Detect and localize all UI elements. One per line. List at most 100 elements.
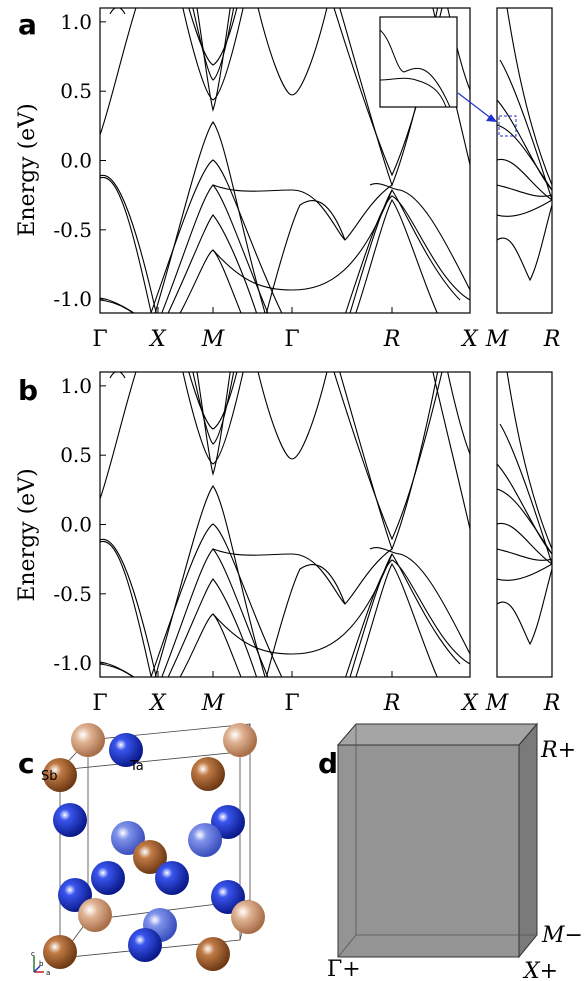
band-b-7 (150, 523, 283, 677)
x-tick-label-b: X (460, 691, 479, 716)
y-tick-label-a: 0.0 (60, 149, 92, 173)
band-a-8 (161, 184, 269, 313)
band-b-26 (447, 372, 470, 455)
band-b-16 (212, 548, 393, 605)
bz-side-face (518, 722, 538, 959)
inset-band-1 (379, 29, 451, 108)
band-a-13 (196, 8, 231, 112)
y-tick-label-b: -1.0 (53, 651, 92, 675)
band-b-25 (432, 372, 470, 530)
band-b-23 (355, 562, 438, 677)
atom-label-ta: Ta (129, 759, 144, 774)
band-a-21 (349, 188, 461, 313)
ta-atom (128, 928, 162, 962)
bz-label-gamma: Γ+ (327, 957, 361, 981)
band-a-side-1 (499, 59, 552, 201)
x-tick-label-b: R (383, 691, 401, 716)
ta-atom (155, 861, 189, 895)
band-a-16 (212, 184, 393, 241)
crystal-structure: Sb Ta c b a (31, 723, 265, 977)
y-tick-label-a: -0.5 (53, 218, 92, 242)
y-ticks-a: 1.0 0.5 0.0 -0.5 -1.0 (53, 10, 106, 311)
panel-label-a: a (18, 8, 37, 41)
x-tick-label-b: M (201, 691, 225, 716)
band-a-side-6 (497, 159, 552, 201)
sb-atom (43, 935, 77, 969)
side-x-tick-label-a: R (543, 327, 561, 352)
y-axis-label-a: Energy (eV) (15, 103, 40, 236)
band-b-side-0 (506, 372, 552, 550)
band-b-11 (188, 372, 238, 430)
sb-atom (71, 723, 105, 757)
sb-atom (196, 937, 230, 971)
band-b-14 (182, 372, 244, 465)
band-b-13 (196, 372, 231, 476)
band-a-10 (179, 249, 242, 313)
band-a-7 (150, 159, 283, 313)
x-tick-label-a: X (148, 327, 167, 352)
band-a-11 (188, 8, 238, 66)
x-tick-label-b: Γ (284, 691, 299, 716)
band-b-side-6 (497, 523, 552, 565)
band-b-10 (179, 613, 242, 677)
side-frame-b (496, 371, 553, 678)
band-a-22 (345, 195, 470, 313)
bz-front-face (337, 744, 520, 958)
band-a-23 (355, 198, 438, 313)
sb-atom (191, 757, 225, 791)
side-frame-a (496, 7, 553, 314)
band-a-side-0 (506, 8, 552, 186)
panel-label-d: d (318, 747, 338, 780)
y-axis-label-b: Energy (eV) (15, 468, 40, 601)
x-tick-label-a: M (201, 327, 225, 352)
y-tick-label-b: -0.5 (53, 582, 92, 606)
brillouin-zone: R+ M− Γ+ X+ (327, 722, 583, 981)
band-a-18 (212, 189, 393, 291)
band-a-9 (167, 214, 258, 313)
band-a-12 (192, 8, 235, 81)
side-x-tick-label-b: R (543, 691, 561, 716)
band-b-1 (100, 538, 157, 677)
ta-atom (188, 823, 222, 857)
ta-atom (109, 733, 143, 767)
axis-letter-b: b (39, 960, 44, 968)
axis-letter-c: c (31, 950, 35, 958)
x-tick-label-a: Γ (284, 327, 299, 352)
band-b-4 (100, 372, 137, 500)
band-b-17 (265, 564, 346, 677)
x-tick-label-b: X (148, 691, 167, 716)
zoom-arrow (457, 92, 493, 120)
band-b-3 (100, 661, 136, 677)
band-a-3 (100, 297, 136, 313)
side-x-tick-label-b: M (485, 691, 509, 716)
y-tick-label-b: 1.0 (60, 374, 92, 398)
band-a-15 (257, 8, 328, 96)
band-b-side-5 (497, 568, 552, 646)
y-tick-label-a: 0.5 (60, 79, 92, 103)
band-b-5 (109, 372, 126, 379)
sb-atom (43, 758, 77, 792)
y-tick-label-a: -1.0 (53, 287, 92, 311)
sb-atom (133, 840, 167, 874)
band-b-side-3 (497, 548, 552, 561)
x-tick-label-b: Γ (92, 691, 107, 716)
band-b-15 (257, 372, 328, 460)
bz-top-face (336, 723, 539, 746)
band-a-side-3 (497, 184, 552, 197)
band-lines-b-side (497, 372, 552, 646)
y-tick-label-b: 0.5 (60, 443, 92, 467)
band-b-18 (212, 553, 393, 655)
bz-label-x: X+ (522, 959, 558, 981)
band-a-side-7 (497, 99, 552, 191)
band-b-side-2 (497, 488, 552, 555)
band-b-0 (100, 540, 152, 677)
y-ticks-b: 1.0 0.5 0.0 -0.5 -1.0 (53, 374, 106, 675)
x-tick-label-a: Γ (92, 327, 107, 352)
sb-atom (78, 898, 112, 932)
band-b-19 (333, 372, 443, 541)
band-a-17 (265, 200, 346, 313)
y-tick-label-a: 1.0 (60, 10, 92, 34)
axis-b-line (33, 965, 41, 973)
